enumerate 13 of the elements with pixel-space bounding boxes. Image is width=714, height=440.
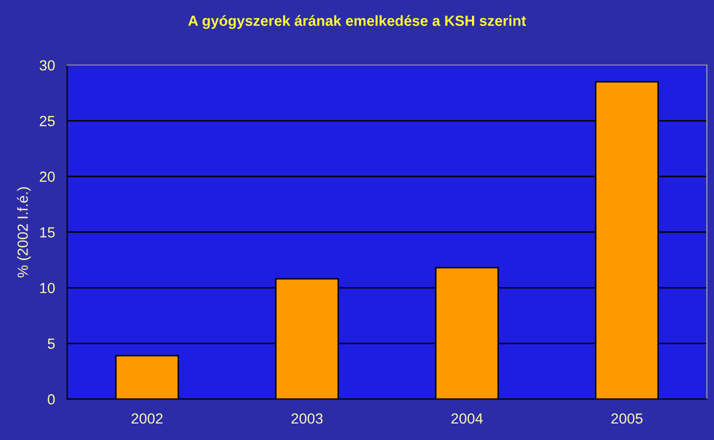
y-tick-label: 0 [48, 394, 55, 405]
y-tick-label: 15 [40, 227, 55, 238]
x-tick-label: 2002 [132, 413, 163, 424]
y-tick-label: 25 [40, 116, 55, 126]
x-tick-label: 2005 [611, 413, 643, 424]
y-tick-label: 10 [40, 282, 55, 294]
y-tick-label: 30 [40, 60, 55, 71]
x-tick-label: 2003 [292, 413, 323, 424]
y-tick-label: 5 [48, 338, 55, 349]
x-tick-label: 2004 [451, 413, 483, 424]
chart-title: A gyógyszerek árának emelkedése a KSH szerint [188, 15, 526, 29]
y-tick-label: 20 [40, 172, 55, 182]
y-axis-title: % (2002 I.f.é.) [16, 187, 31, 278]
